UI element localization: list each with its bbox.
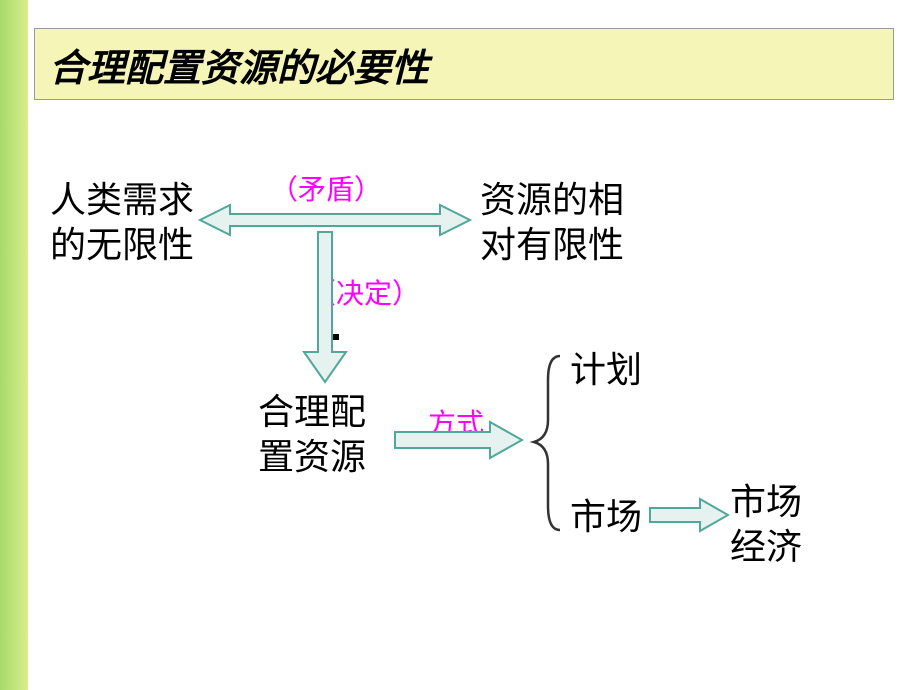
bracket-icon [534,356,560,530]
arrow-market-economy [650,499,728,531]
node-market: 市场 [570,495,642,540]
arrows-layer [0,0,920,690]
node-market-economy: 市场经济 [730,480,802,570]
arrow-contradiction [200,205,470,235]
node-allocation: 合理配置资源 [258,390,366,480]
title-box: 合理配置资源的必要性 [34,28,894,100]
node-plan: 计划 [570,348,642,393]
node-human-demand: 人类需求的无限性 [50,178,194,268]
label-contradiction: （矛盾） [270,168,382,208]
label-mode: 方式 [428,402,484,442]
node-resource-limit: 资源的相对有限性 [480,178,624,268]
page-indicator-dot [333,334,339,340]
page-title: 合理配置资源的必要性 [49,37,429,92]
label-determine: （决定） [308,272,420,312]
decorative-stripe [0,0,28,690]
